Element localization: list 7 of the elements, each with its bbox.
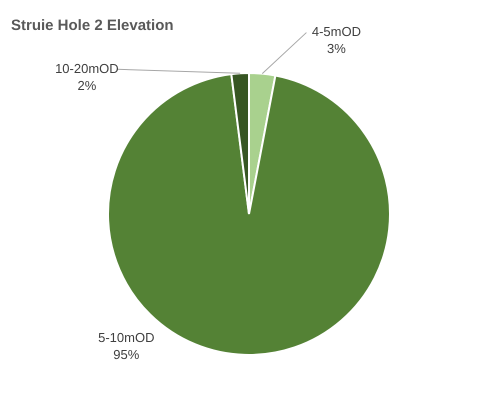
slice-label: 4-5mOD xyxy=(312,24,361,40)
data-label: 2% xyxy=(77,78,97,93)
slice-label: 10-20mOD xyxy=(55,60,119,76)
data-label: 95% xyxy=(113,346,140,362)
slice-label: 5-10mOD xyxy=(98,330,154,345)
data-label: 3% xyxy=(327,41,346,56)
chart-title: Struie Hole 2 Elevation xyxy=(11,17,174,34)
